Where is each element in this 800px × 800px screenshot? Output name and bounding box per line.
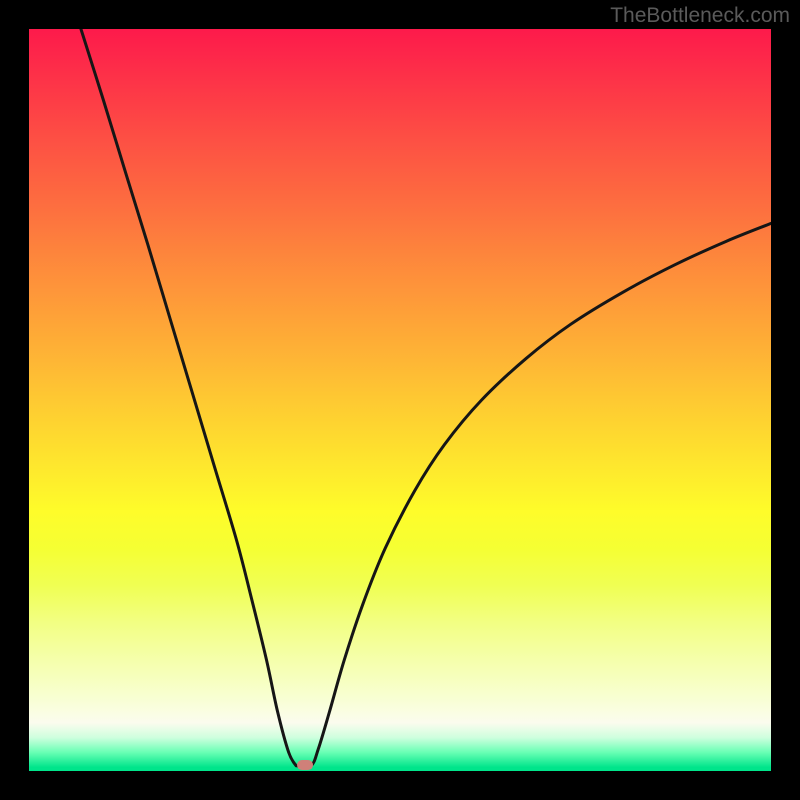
bottleneck-chart	[29, 29, 771, 771]
chart-plot-area	[29, 29, 771, 771]
watermark-text: TheBottleneck.com	[610, 4, 790, 28]
optimal-point-marker	[297, 760, 313, 770]
